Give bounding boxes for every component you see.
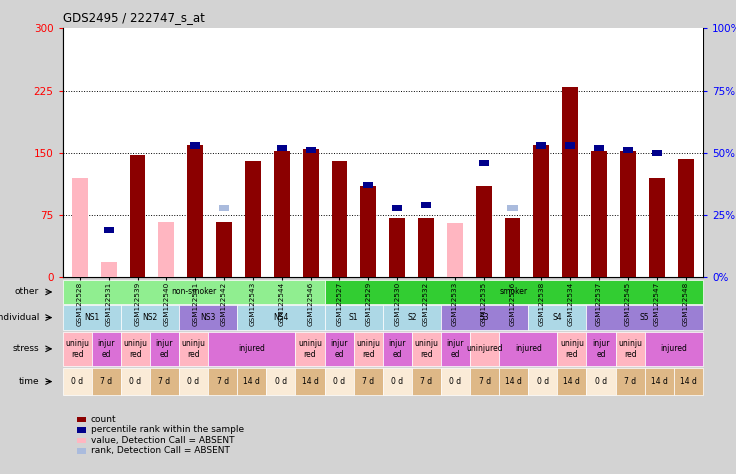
Bar — [421, 202, 431, 208]
Text: uninju
red: uninju red — [560, 339, 584, 358]
Text: 7 d: 7 d — [624, 377, 636, 386]
Text: uninju
red: uninju red — [414, 339, 439, 358]
Text: uninju
red: uninju red — [618, 339, 642, 358]
Text: uninju
red: uninju red — [182, 339, 205, 358]
Text: uninju
red: uninju red — [65, 339, 89, 358]
Text: NS1: NS1 — [84, 313, 99, 322]
Text: 0 d: 0 d — [595, 377, 607, 386]
Bar — [507, 204, 517, 211]
Text: injur
ed: injur ed — [592, 339, 609, 358]
Bar — [594, 145, 604, 151]
Bar — [447, 223, 463, 277]
Bar — [277, 145, 287, 151]
Bar — [216, 222, 232, 277]
Bar — [678, 159, 693, 277]
Bar — [187, 145, 203, 277]
Text: S4: S4 — [553, 313, 562, 322]
Text: NS4: NS4 — [273, 313, 289, 322]
Text: 14 d: 14 d — [505, 377, 522, 386]
Text: injur
ed: injur ed — [389, 339, 406, 358]
Text: 0 d: 0 d — [392, 377, 403, 386]
Text: S5: S5 — [640, 313, 649, 322]
Bar — [565, 142, 576, 148]
Text: 0 d: 0 d — [188, 377, 199, 386]
Bar — [219, 204, 229, 211]
Text: 14 d: 14 d — [564, 377, 581, 386]
Text: injur
ed: injur ed — [156, 339, 173, 358]
Text: S2: S2 — [407, 313, 417, 322]
Bar — [331, 161, 347, 277]
Bar — [623, 147, 633, 154]
Text: NS2: NS2 — [142, 313, 158, 322]
Bar — [534, 145, 549, 277]
Text: injured: injured — [660, 345, 687, 353]
Text: 0 d: 0 d — [71, 377, 83, 386]
Bar — [475, 186, 492, 277]
Text: rank, Detection Call = ABSENT: rank, Detection Call = ABSENT — [91, 447, 230, 455]
Bar — [274, 151, 290, 277]
Bar — [389, 218, 405, 277]
Text: S3: S3 — [480, 313, 489, 322]
Bar — [101, 263, 116, 277]
Text: 14 d: 14 d — [680, 377, 697, 386]
Text: 7 d: 7 d — [158, 377, 171, 386]
Text: uninju
red: uninju red — [356, 339, 381, 358]
Bar — [72, 178, 88, 277]
Text: injur
ed: injur ed — [97, 339, 115, 358]
Text: non-smoker: non-smoker — [171, 288, 216, 296]
Text: percentile rank within the sample: percentile rank within the sample — [91, 426, 244, 434]
Text: 7 d: 7 d — [362, 377, 374, 386]
Bar — [392, 204, 402, 211]
Text: uninju
red: uninju red — [298, 339, 322, 358]
Text: value, Detection Call = ABSENT: value, Detection Call = ABSENT — [91, 436, 234, 445]
Text: 0 d: 0 d — [130, 377, 141, 386]
Bar — [130, 155, 146, 277]
Text: 14 d: 14 d — [302, 377, 319, 386]
Bar — [190, 142, 200, 148]
Text: NS3: NS3 — [200, 313, 216, 322]
Bar — [649, 178, 665, 277]
Text: smoker: smoker — [500, 288, 528, 296]
Bar — [361, 186, 376, 277]
Bar — [305, 147, 316, 154]
Text: 0 d: 0 d — [537, 377, 549, 386]
Text: 7 d: 7 d — [420, 377, 433, 386]
Text: 7 d: 7 d — [216, 377, 229, 386]
Text: count: count — [91, 415, 116, 424]
Text: injur
ed: injur ed — [447, 339, 464, 358]
Text: uninju
red: uninju red — [124, 339, 147, 358]
Bar — [364, 182, 373, 188]
Text: 7 d: 7 d — [478, 377, 491, 386]
Bar — [158, 222, 174, 277]
Text: 14 d: 14 d — [651, 377, 668, 386]
Bar — [302, 149, 319, 277]
Bar — [418, 218, 434, 277]
Text: injur
ed: injur ed — [330, 339, 348, 358]
Bar — [245, 161, 261, 277]
Text: GDS2495 / 222747_s_at: GDS2495 / 222747_s_at — [63, 11, 205, 24]
Bar — [537, 142, 546, 148]
Text: uninjured: uninjured — [467, 345, 503, 353]
Text: other: other — [15, 288, 39, 296]
Bar — [651, 150, 662, 156]
Bar — [562, 87, 578, 277]
Text: individual: individual — [0, 313, 39, 322]
Text: 0 d: 0 d — [450, 377, 461, 386]
Bar — [505, 218, 520, 277]
Bar — [620, 151, 636, 277]
Text: 0 d: 0 d — [275, 377, 287, 386]
Text: S1: S1 — [349, 313, 358, 322]
Text: injured: injured — [238, 345, 265, 353]
Text: 0 d: 0 d — [333, 377, 345, 386]
Text: 14 d: 14 d — [244, 377, 261, 386]
Bar — [104, 227, 114, 233]
Text: injured: injured — [514, 345, 542, 353]
Text: 7 d: 7 d — [100, 377, 113, 386]
Text: time: time — [18, 377, 39, 386]
Text: stress: stress — [13, 345, 39, 353]
Bar — [478, 160, 489, 166]
Bar — [591, 151, 607, 277]
